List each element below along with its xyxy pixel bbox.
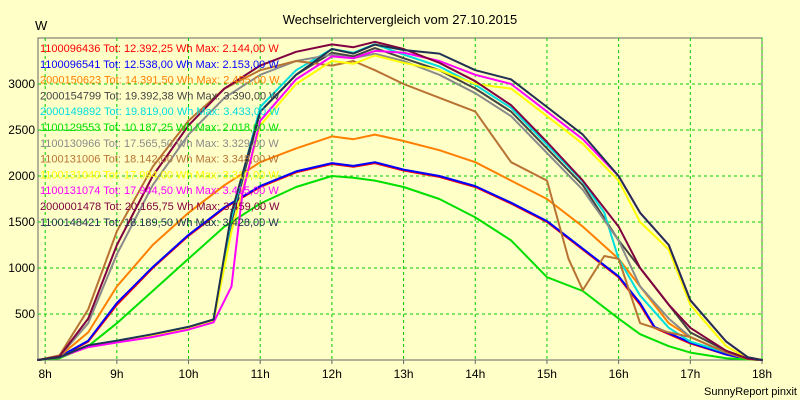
x-tick-label: 16h <box>609 367 629 381</box>
x-tick-label: 8h <box>38 367 51 381</box>
series-lines <box>37 40 763 361</box>
x-tick-label: 18h <box>752 367 772 381</box>
x-tick-label: 10h <box>179 367 199 381</box>
y-tick-label: 1500 <box>8 215 35 229</box>
series-line-1100130966 <box>37 52 763 361</box>
series-line-2000150623 <box>37 133 763 361</box>
legend-entry-1100130966: 1100130966 Tot: 17.565,50 Wh Max: 3.329,… <box>40 138 279 150</box>
y-tick-label: 3000 <box>8 77 35 91</box>
series-line-1100129553 <box>37 175 763 361</box>
x-tick-label: 15h <box>537 367 557 381</box>
series-line-1100131006 <box>37 60 763 361</box>
legend-entry-2000150623: 2000150623 Tot: 14.391,50 Wh Max: 2.455,… <box>40 75 280 87</box>
legend-entry-2000001478: 2000001478 Tot: 20.165,75 Wh Max: 3.459,… <box>40 201 280 213</box>
legend-entry-1100131006: 1100131006 Tot: 18.142,00 Wh Max: 3.348,… <box>40 154 279 166</box>
y-axis: 500 1000 1500 2000 2500 3000 <box>8 77 35 321</box>
x-tick-label: 17h <box>680 367 700 381</box>
x-axis: 8h 9h 10h 11h 12h 13h 14h 15h 16h 17h 18h <box>38 360 772 381</box>
y-tick-label: 2000 <box>8 169 35 183</box>
legend-entry-1100131040: 1100131040 Tot: 17.994,00 Wh Max: 3.310,… <box>40 169 279 181</box>
plot-frame <box>37 37 763 361</box>
x-tick-label: 11h <box>251 367 270 381</box>
legend-entry-1100131074: 1100131074 Tot: 17.944,50 Wh Max: 3.415,… <box>40 185 279 197</box>
x-tick-label: 13h <box>394 367 414 381</box>
legend-entry-2000149892: 2000149892 Tot: 19.819,00 Wh Max: 3.433,… <box>40 106 280 118</box>
y-tick-label: 1000 <box>8 261 35 275</box>
chart-title: Wechselrichtervergleich vom 27.10.2015 <box>283 12 518 27</box>
footer-credit: SunnyReport pinxit <box>704 386 797 398</box>
legend-entry-1100148421: 1100148421 Tot: 18.189,50 Wh Max: 3.428,… <box>40 217 279 229</box>
y-axis-unit-label: W <box>35 18 48 33</box>
x-tick-label: 14h <box>465 367 485 381</box>
series-line-1100148421 <box>37 43 763 361</box>
y-tick-label: 500 <box>15 307 35 321</box>
y-tick-label: 2500 <box>8 123 35 137</box>
legend-entry-2000154799: 2000154799 Tot: 19.392,38 Wh Max: 3.390,… <box>40 90 280 102</box>
legend: 1100096436 Tot: 12.392,25 Wh Max: 2.144,… <box>40 43 280 229</box>
legend-entry-1100129553: 1100129553 Tot: 10.187,25 Wh Max: 2.018,… <box>40 122 279 134</box>
x-tick-label: 9h <box>110 367 123 381</box>
legend-entry-1100096436: 1100096436 Tot: 12.392,25 Wh Max: 2.144,… <box>40 43 279 55</box>
x-tick-label: 12h <box>322 367 342 381</box>
legend-entry-1100096541: 1100096541 Tot: 12.538,00 Wh Max: 2.153,… <box>40 59 279 71</box>
